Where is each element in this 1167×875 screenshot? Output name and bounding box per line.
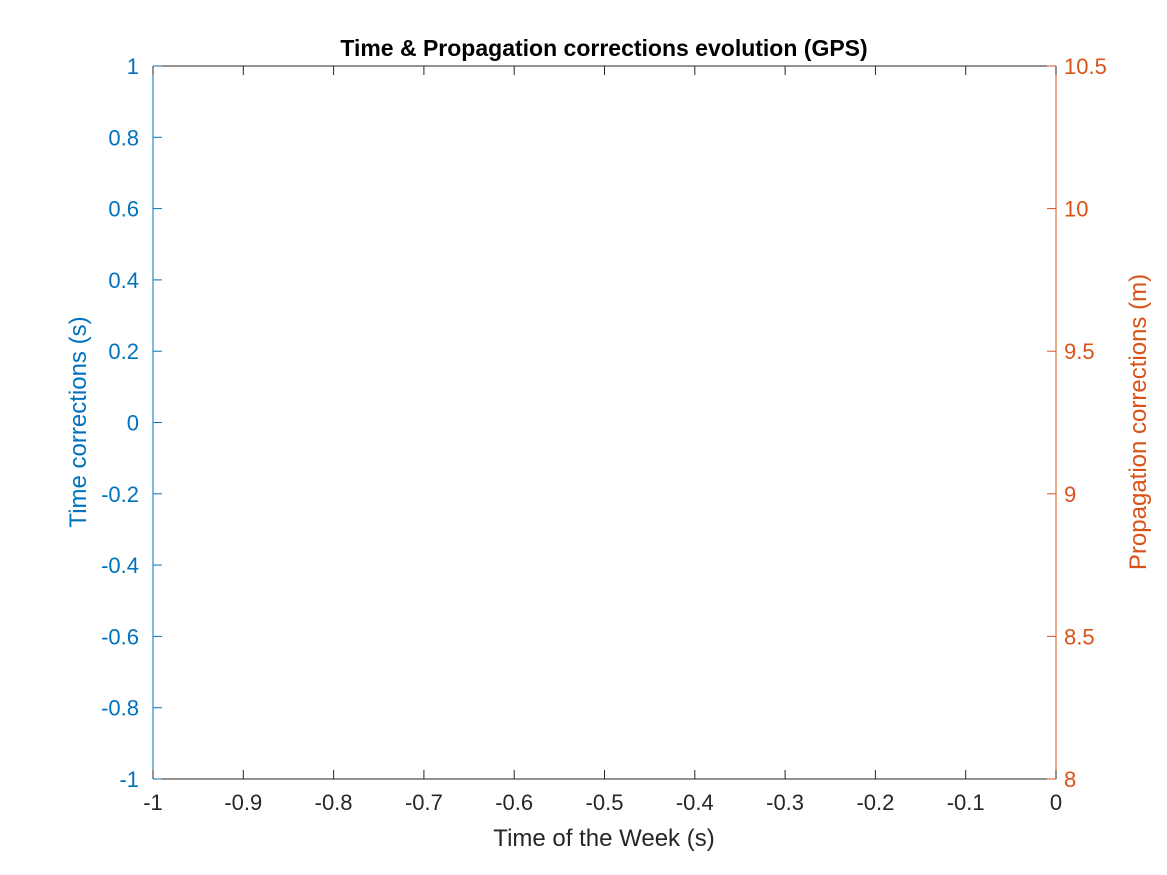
x-tick-label: -0.8	[315, 790, 353, 815]
y-right-tick-label: 8.5	[1064, 624, 1095, 649]
x-tick-label: -0.3	[766, 790, 804, 815]
x-tick-label: -0.6	[495, 790, 533, 815]
y-left-tick-label: 0.6	[108, 197, 139, 222]
y-right-tick-label: 9	[1064, 482, 1076, 507]
x-axis-label: Time of the Week (s)	[493, 825, 714, 852]
plot-area	[153, 66, 1056, 779]
y-left-tick-label: -0.6	[101, 624, 139, 649]
y-left-axis-ticks: -1 -0.8 -0.6 -0.4 -0.2 0 0.2 0.4 0.6 0.8 1	[101, 54, 162, 792]
y-left-tick-label: 0.2	[108, 339, 139, 364]
y-left-tick-label: -0.8	[101, 696, 139, 721]
y-left-tick-label: -0.2	[101, 482, 139, 507]
x-tick-label: -1	[143, 790, 163, 815]
x-axis-ticks: -1 -0.9 -0.8 -0.7 -0.6 -0.5 -0.4 -0.3 -0.2 -0.1 0	[143, 66, 1062, 815]
y-right-axis-label: Propagation corrections (m)	[1125, 274, 1152, 570]
x-tick-label: -0.7	[405, 790, 443, 815]
y-right-axis-ticks: 8 8.5 9 9.5 10 10.5	[1047, 54, 1107, 792]
y-left-tick-label: -0.4	[101, 553, 139, 578]
y-left-axis-label: Time corrections (s)	[65, 316, 92, 527]
x-tick-label: -0.4	[676, 790, 714, 815]
y-left-tick-label: 1	[127, 54, 139, 79]
y-right-tick-label: 10.5	[1064, 54, 1107, 79]
y-left-tick-label: 0.8	[108, 125, 139, 150]
chart-title: Time & Propagation corrections evolution…	[340, 35, 867, 61]
y-left-tick-label: 0.4	[108, 268, 139, 293]
y-left-tick-label: -1	[119, 767, 139, 792]
x-tick-label: -0.2	[856, 790, 894, 815]
x-tick-label: -0.9	[224, 790, 262, 815]
x-tick-label: 0	[1050, 790, 1062, 815]
y-right-tick-label: 9.5	[1064, 339, 1095, 364]
x-tick-label: -0.5	[586, 790, 624, 815]
y-left-tick-label: 0	[127, 411, 139, 436]
y-right-tick-label: 8	[1064, 767, 1076, 792]
y-right-tick-label: 10	[1064, 197, 1088, 222]
x-tick-label: -0.1	[947, 790, 985, 815]
